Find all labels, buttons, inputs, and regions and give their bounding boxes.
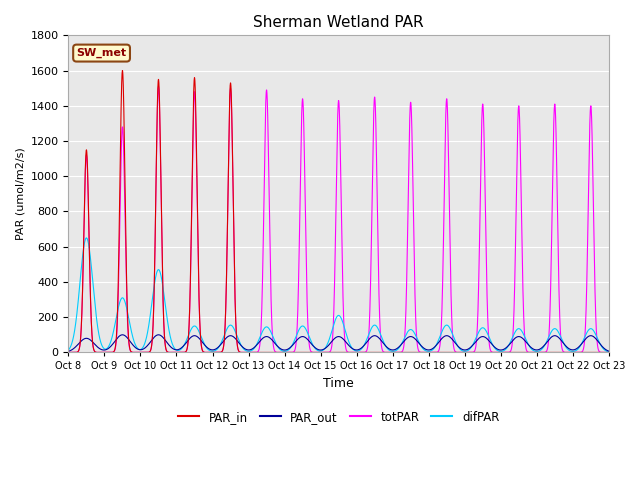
X-axis label: Time: Time — [323, 377, 354, 390]
difPAR — [582, 331, 590, 337]
PAR_in — [475, 349, 483, 355]
difPAR — [248, 348, 256, 353]
totPAR — [575, 349, 583, 355]
Line: difPAR: difPAR — [68, 238, 609, 352]
PAR_out — [575, 343, 583, 349]
difPAR — [321, 346, 328, 352]
totPAR — [65, 349, 72, 355]
totPAR — [155, 84, 163, 89]
Y-axis label: PAR (umol/m2/s): PAR (umol/m2/s) — [15, 147, 25, 240]
PAR_out — [321, 346, 328, 352]
difPAR — [83, 235, 90, 241]
PAR_in — [248, 349, 256, 355]
PAR_out — [65, 348, 72, 354]
difPAR — [575, 344, 583, 350]
totPAR — [321, 349, 328, 355]
totPAR — [460, 349, 467, 355]
PAR_out — [582, 336, 590, 341]
totPAR — [248, 349, 256, 355]
PAR_in — [605, 349, 612, 355]
Line: totPAR: totPAR — [68, 86, 609, 352]
PAR_out — [605, 348, 612, 354]
Line: PAR_in: PAR_in — [68, 71, 609, 352]
PAR_in — [65, 349, 72, 355]
PAR_out — [118, 332, 126, 337]
PAR_in — [460, 349, 467, 355]
PAR_in — [582, 349, 590, 355]
difPAR — [605, 349, 612, 355]
Title: Sherman Wetland PAR: Sherman Wetland PAR — [253, 15, 424, 30]
totPAR — [582, 305, 590, 311]
PAR_out — [475, 336, 483, 341]
difPAR — [460, 348, 467, 354]
Line: PAR_out: PAR_out — [68, 335, 609, 351]
difPAR — [475, 329, 483, 335]
Legend: PAR_in, PAR_out, totPAR, difPAR: PAR_in, PAR_out, totPAR, difPAR — [173, 406, 504, 428]
PAR_out — [460, 347, 467, 353]
totPAR — [475, 279, 483, 285]
PAR_in — [575, 349, 583, 355]
PAR_in — [118, 68, 126, 73]
totPAR — [605, 349, 612, 355]
PAR_in — [321, 349, 328, 355]
difPAR — [65, 347, 72, 353]
PAR_out — [248, 346, 256, 352]
Text: SW_met: SW_met — [77, 48, 127, 58]
